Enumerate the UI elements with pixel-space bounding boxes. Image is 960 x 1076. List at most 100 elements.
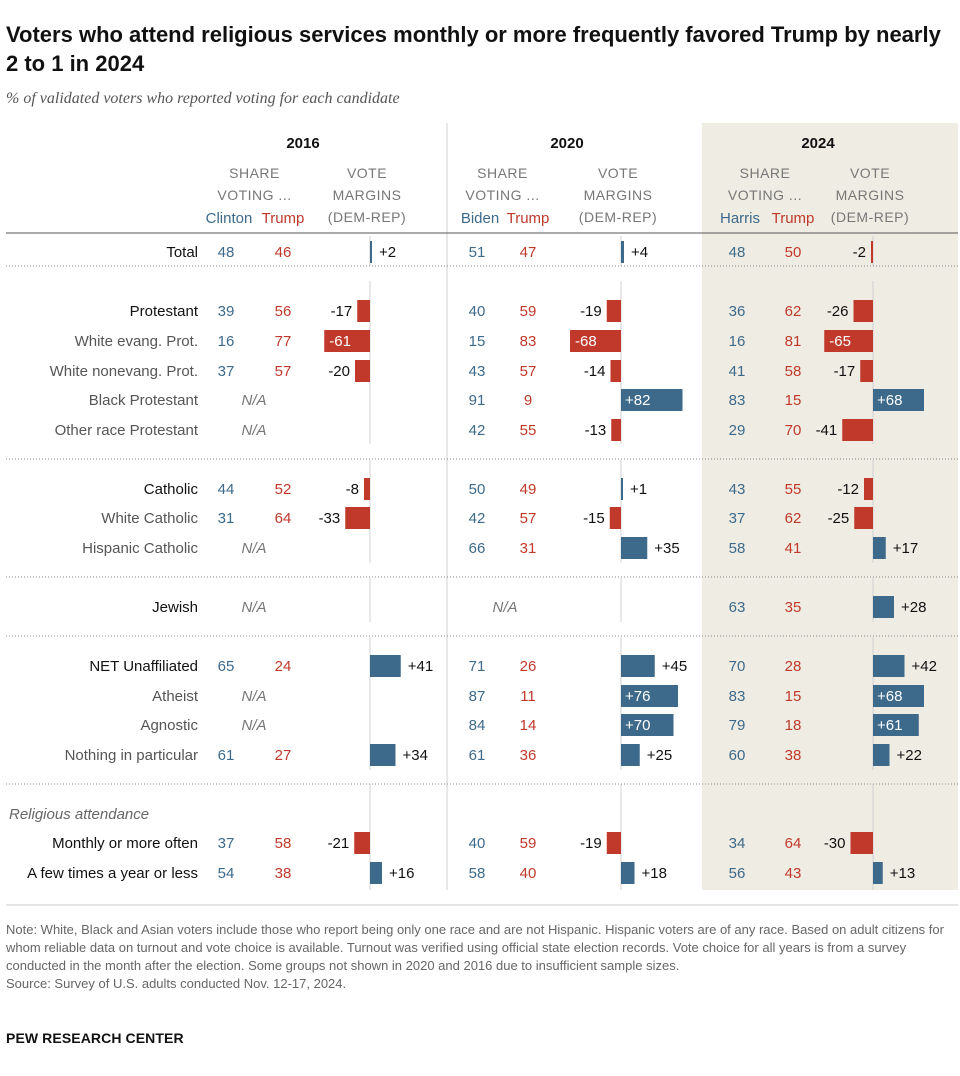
dem-share-value: 43 xyxy=(469,363,486,380)
margin-value-label: -12 xyxy=(837,481,859,498)
margin-header-2020: MARGINS xyxy=(584,187,653,203)
margin-bar xyxy=(873,744,890,766)
dem-share-value: 51 xyxy=(469,244,486,261)
margin-bar xyxy=(860,360,873,382)
margin-bar xyxy=(610,360,621,382)
margin-value-label: +17 xyxy=(893,540,918,557)
dem-share-value: 40 xyxy=(469,303,486,320)
margin-bar xyxy=(606,832,621,854)
margin-value-label: -2 xyxy=(853,244,866,261)
margin-bar xyxy=(345,507,370,529)
dem-share-value: 83 xyxy=(729,392,746,409)
rep-candidate-2020: Trump xyxy=(507,210,550,227)
dem-share-value: 48 xyxy=(218,244,235,261)
margin-header-2024: VOTE xyxy=(850,165,890,181)
margin-bar xyxy=(621,655,655,677)
margin-value-label: -68 xyxy=(575,333,597,350)
dem-share-value: 37 xyxy=(218,363,235,380)
margin-header-2024: MARGINS xyxy=(836,187,905,203)
margin-bar xyxy=(873,685,924,707)
margin-value-label: -20 xyxy=(328,363,350,380)
margin-value-label: -33 xyxy=(319,510,341,527)
margin-bar xyxy=(354,832,370,854)
margin-header-2016: MARGINS xyxy=(333,187,402,203)
margin-bar xyxy=(370,744,396,766)
rep-share-value: 81 xyxy=(785,333,802,350)
margin-value-label: -8 xyxy=(346,481,359,498)
dem-share-value: 56 xyxy=(729,865,746,882)
rep-share-value: 56 xyxy=(275,303,292,320)
margin-value-label: -25 xyxy=(828,510,850,527)
margin-bar xyxy=(853,300,873,322)
rep-share-value: 47 xyxy=(520,244,537,261)
margin-bar xyxy=(864,478,873,500)
row-label: Atheist xyxy=(152,688,199,705)
margin-bar xyxy=(854,507,873,529)
margin-header-2020: (DEM-REP) xyxy=(579,209,657,225)
margin-value-label: -41 xyxy=(816,422,838,439)
margin-bar xyxy=(364,478,370,500)
dem-share-value: 58 xyxy=(469,865,486,882)
margin-bar xyxy=(873,714,919,736)
margin-value-label: +16 xyxy=(389,865,414,882)
dem-share-value: 71 xyxy=(469,658,486,675)
row-label: White Catholic xyxy=(101,510,198,527)
row-label: White evang. Prot. xyxy=(75,333,198,350)
rep-share-value: 64 xyxy=(275,510,292,527)
year-header-2016: 2016 xyxy=(286,135,319,152)
margin-bar xyxy=(355,360,370,382)
not-available-label: N/A xyxy=(241,422,266,439)
share-header-2020: SHARE xyxy=(477,165,528,181)
margin-bar xyxy=(871,241,873,263)
dem-share-value: 44 xyxy=(218,481,235,498)
rep-share-value: 58 xyxy=(275,835,292,852)
dem-candidate-2020: Biden xyxy=(461,210,499,227)
margin-bar xyxy=(621,478,623,500)
rep-share-value: 40 xyxy=(520,865,537,882)
dem-share-value: 63 xyxy=(729,599,746,616)
dem-share-value: 39 xyxy=(218,303,235,320)
margin-bar xyxy=(324,330,370,352)
not-available-label: N/A xyxy=(241,392,266,409)
rep-share-value: 59 xyxy=(520,303,537,320)
margin-bar xyxy=(606,300,621,322)
rep-share-value: 46 xyxy=(275,244,292,261)
chart-title: Voters who attend religious services mon… xyxy=(6,22,941,76)
margin-value-label: -14 xyxy=(584,363,606,380)
rep-share-value: 36 xyxy=(520,747,537,764)
dem-candidate-2024: Harris xyxy=(720,210,760,227)
dem-share-value: 37 xyxy=(218,835,235,852)
vote-table-chart: 2016 SHARE VOTING ... Clinton Trump VOTE MARGI… xyxy=(6,123,958,906)
margin-value-label: +1 xyxy=(630,481,647,498)
margin-value-label: +70 xyxy=(625,717,650,734)
margin-bar xyxy=(621,744,640,766)
dem-share-value: 48 xyxy=(729,244,746,261)
dem-share-value: 60 xyxy=(729,747,746,764)
rep-share-value: 52 xyxy=(275,481,292,498)
row-label: Hispanic Catholic xyxy=(82,540,198,557)
margin-bar xyxy=(621,389,683,411)
footnote: Note: White, Black and Asian voters incl… xyxy=(6,921,954,993)
rep-share-value: 38 xyxy=(785,747,802,764)
margin-bar xyxy=(370,655,401,677)
dem-share-value: 84 xyxy=(469,717,486,734)
margin-bar xyxy=(850,832,873,854)
margin-value-label: +68 xyxy=(877,392,902,409)
row-label: Monthly or more often xyxy=(52,835,198,852)
not-available-label: N/A xyxy=(241,599,266,616)
margin-value-label: -15 xyxy=(583,510,605,527)
margin-value-label: -17 xyxy=(834,363,856,380)
margin-bar xyxy=(370,862,382,884)
margin-bar xyxy=(873,596,894,618)
margin-bar xyxy=(842,419,873,441)
dem-share-value: 37 xyxy=(729,510,746,527)
dem-share-value: 42 xyxy=(469,510,486,527)
margin-bar xyxy=(570,330,621,352)
margin-value-label: -19 xyxy=(580,303,602,320)
margin-value-label: +42 xyxy=(912,658,937,675)
dem-share-value: 15 xyxy=(469,333,486,350)
margin-bar xyxy=(370,241,372,263)
dem-share-value: 41 xyxy=(729,363,746,380)
margin-header-2016: (DEM-REP) xyxy=(328,209,406,225)
rep-share-value: 50 xyxy=(785,244,802,261)
